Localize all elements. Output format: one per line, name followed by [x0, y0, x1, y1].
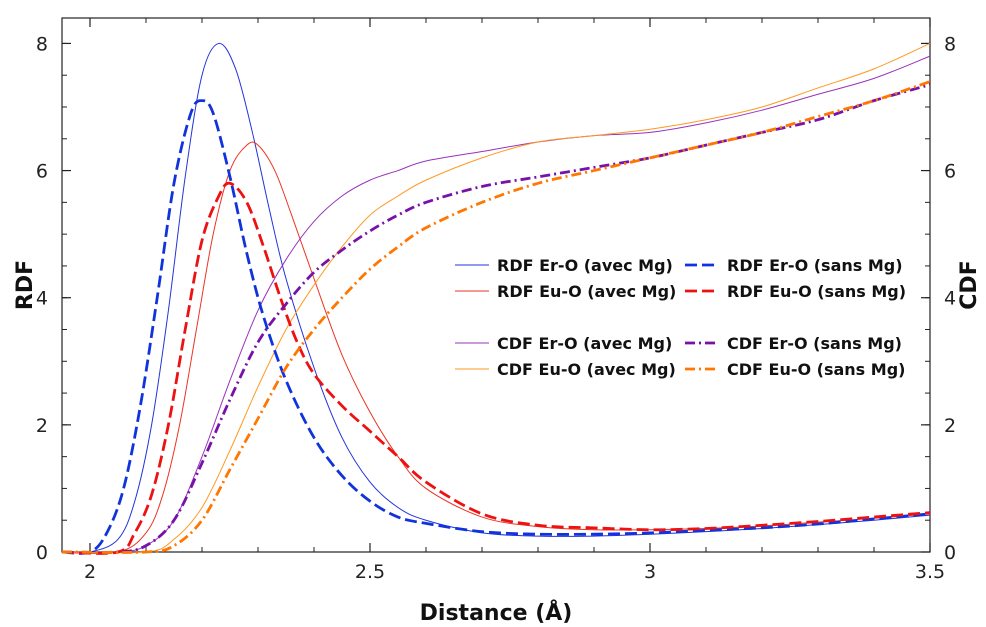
legend-label: CDF Er-O (sans Mg) [727, 334, 902, 353]
plot-border [61, 17, 931, 553]
y-tick-label-left: 8 [36, 33, 48, 55]
legend-label: RDF Er-O (avec Mg) [497, 256, 673, 275]
x-axis-title: Distance (Å) [420, 600, 573, 626]
legend-label: CDF Eu-O (avec Mg) [497, 360, 676, 379]
y-axis-title-right: CDF [957, 260, 982, 309]
x-tick-label: 3 [644, 561, 656, 583]
series-line-cdf-eu-o-sans-mg [61, 80, 931, 554]
series-line-cdf-eu-o-avec-mg [61, 42, 931, 554]
legend-label: RDF Eu-O (sans Mg) [727, 282, 906, 301]
y-tick-label-left: 0 [36, 542, 48, 564]
x-tick-label: 3.5 [915, 561, 945, 583]
plot-frame [61, 17, 931, 553]
y-tick-label-right: 6 [944, 161, 956, 183]
y-tick-label-left: 4 [36, 288, 48, 310]
legend-label: CDF Eu-O (sans Mg) [727, 360, 905, 379]
y-tick-label-right: 2 [944, 415, 956, 437]
x-tick-label: 2.5 [355, 561, 385, 583]
x-tick-label: 2 [84, 561, 96, 583]
y-tick-label-right: 8 [944, 33, 956, 55]
legend-label: RDF Eu-O (avec Mg) [497, 282, 676, 301]
y-tick-label-right: 0 [944, 542, 956, 564]
legend-label: CDF Er-O (avec Mg) [497, 334, 672, 353]
series-group [61, 42, 931, 555]
series-line-rdf-er-o-sans-mg [61, 99, 931, 555]
y-tick-label-left: 6 [36, 161, 48, 183]
series-line-cdf-er-o-avec-mg [61, 55, 931, 553]
series-line-cdf-er-o-sans-mg [61, 83, 931, 554]
legend-label: RDF Er-O (sans Mg) [727, 256, 903, 275]
y-axis-title-left: RDF [13, 260, 38, 310]
y-tick-label-right: 4 [944, 288, 956, 310]
y-tick-label-left: 2 [36, 415, 48, 437]
series-line-rdf-eu-o-sans-mg [61, 181, 931, 555]
legend: RDF Er-O (avec Mg) RDF Eu-O (avec Mg) CDF … [455, 256, 906, 379]
